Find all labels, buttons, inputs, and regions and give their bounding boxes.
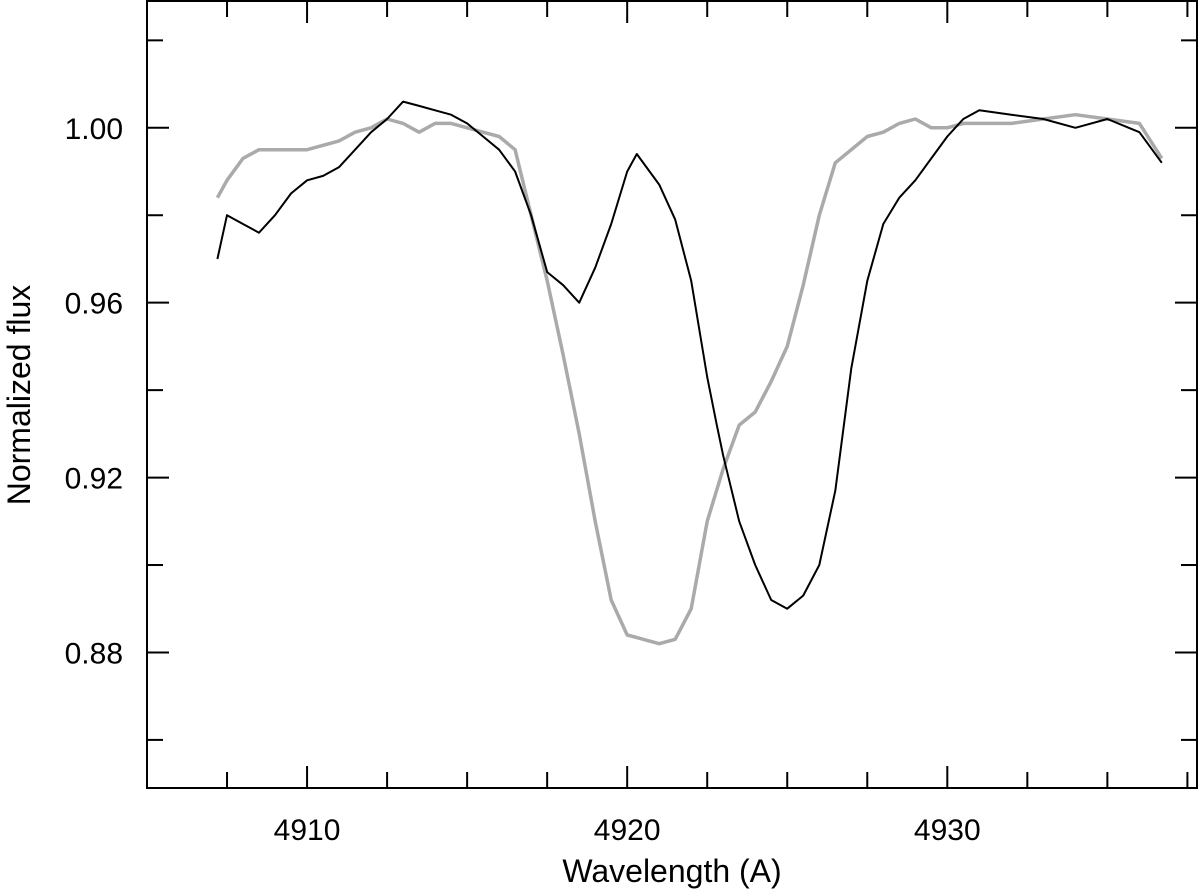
series-layer xyxy=(215,100,1164,646)
x-tick-label: 4910 xyxy=(274,814,341,847)
y-tick-label: 1.00 xyxy=(65,113,123,146)
y-axis-title: Normalized flux xyxy=(1,285,37,506)
y-tick-label: 0.96 xyxy=(65,288,123,321)
axis-tick-labels: 4910 4920 4930 0.88 0.92 0.96 1.00 xyxy=(65,113,981,847)
x-axis-title: Wavelength (A) xyxy=(562,853,781,889)
y-tick-label: 0.92 xyxy=(65,463,123,496)
axis-ticks xyxy=(147,1,1197,788)
x-tick-label: 4920 xyxy=(594,814,661,847)
series-line-black xyxy=(216,100,1163,610)
plot-area-frame xyxy=(146,0,1198,789)
series-line-gray xyxy=(215,112,1164,646)
x-tick-label: 4930 xyxy=(914,814,981,847)
y-tick-label: 0.88 xyxy=(65,637,123,670)
